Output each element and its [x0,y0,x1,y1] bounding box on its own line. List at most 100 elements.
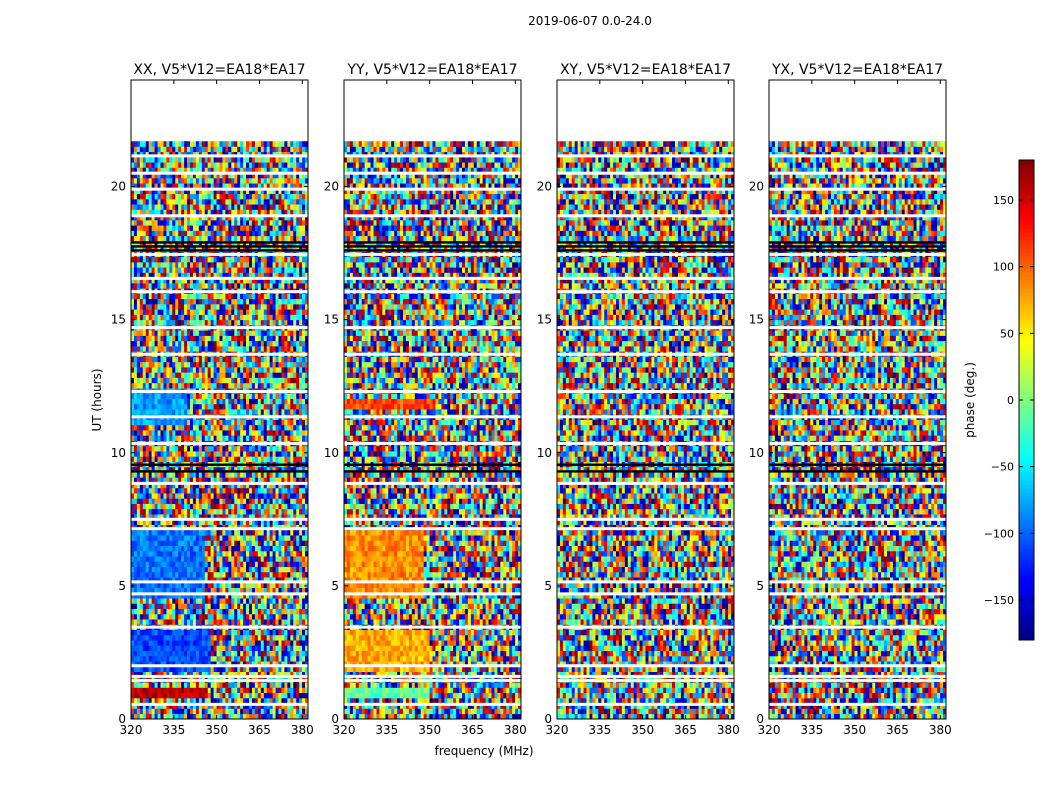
flagged-row [769,664,946,667]
flagged-row [769,518,946,521]
dark-row [131,245,308,247]
flagged-row [557,214,734,217]
y-tick-label: 10 [749,446,764,460]
y-tick-label: 10 [537,446,552,460]
flagged-row [131,664,308,667]
flagged-row [344,277,521,280]
flagged-row [344,664,521,667]
panel-title: XY, V5*V12=EA18*EA17 [560,62,731,78]
dark-row [557,470,734,472]
colorbar-tick-label: −100 [984,527,1014,540]
dark-row [344,245,521,247]
x-tick-label: 380 [504,723,527,737]
y-tick-label: 5 [544,579,552,593]
flagged-row [557,580,734,583]
flagged-row [557,277,734,280]
x-axis-label: frequency (MHz) [434,744,533,758]
flagged-row [769,679,946,682]
y-tick-label: 5 [118,579,126,593]
phase-cells [344,141,521,719]
y-tick-label: 20 [749,180,764,194]
flagged-row [557,353,734,356]
flagged-row [769,277,946,280]
flagged-row [131,518,308,521]
flagged-row [131,188,308,191]
y-tick-label: 15 [537,313,552,327]
flagged-row [344,679,521,682]
colorbar-tick-label: −150 [984,594,1014,607]
flagged-row [344,253,521,256]
colorbar-tick-label: 100 [993,261,1014,274]
flagged-row [131,154,308,157]
flagged-row [344,482,521,485]
flagged-row [769,626,946,629]
flagged-row [769,675,946,678]
flagged-row [344,214,521,217]
colorbar-tick-label: 50 [1000,327,1014,340]
flagged-row [557,527,734,530]
dark-row [769,249,946,251]
flagged-row [131,626,308,629]
flagged-row [344,154,521,157]
y-tick-label: 20 [537,180,552,194]
flagged-row [131,253,308,256]
flagged-row [344,290,521,293]
x-tick-label: 335 [162,723,185,737]
flagged-row [769,172,946,175]
dark-row [769,245,946,247]
x-tick-label: 335 [588,723,611,737]
dark-row [344,470,521,472]
phase-waterfall-figure: XX, V5*V12=EA18*EA17320 335 350 365 38005101… [0,0,1050,800]
flagged-row [769,442,946,445]
flagged-row [557,592,734,595]
flagged-row [344,527,521,530]
dark-row [131,249,308,251]
phase-cells [769,141,946,719]
flagged-row [769,214,946,217]
y-tick-label: 0 [118,712,126,726]
flagged-row [769,390,946,393]
y-tick-label: 20 [111,180,126,194]
flagged-row [769,253,946,256]
flagged-row [557,390,734,393]
flagged-row [769,415,946,418]
flagged-row [131,415,308,418]
x-tick-label: 350 [843,723,866,737]
flagged-row [769,154,946,157]
y-tick-label: 15 [749,313,764,327]
y-tick-label: 5 [756,579,764,593]
y-tick-label: 0 [544,712,552,726]
x-tick-label: 380 [929,723,952,737]
flagged-row [344,626,521,629]
flagged-row [344,415,521,418]
flagged-row [344,518,521,521]
x-tick-label: 350 [418,723,441,737]
flagged-row [769,703,946,706]
flagged-row [131,277,308,280]
flagged-row [557,482,734,485]
dark-row [344,249,521,251]
flagged-row [557,188,734,191]
flagged-row [131,390,308,393]
y-tick-label: 10 [111,446,126,460]
flagged-row [344,188,521,191]
flagged-row [769,353,946,356]
flagged-row [344,353,521,356]
flagged-row [131,214,308,217]
flagged-row [344,326,521,329]
flagged-row [557,442,734,445]
flagged-row [344,675,521,678]
flagged-row [557,518,734,521]
dark-row [557,249,734,251]
flagged-row [131,326,308,329]
flagged-row [769,580,946,583]
flagged-row [131,172,308,175]
x-tick-label: 365 [461,723,484,737]
flagged-row [769,326,946,329]
colorbar-label: phase (deg.) [963,362,977,438]
dark-row [344,464,521,466]
